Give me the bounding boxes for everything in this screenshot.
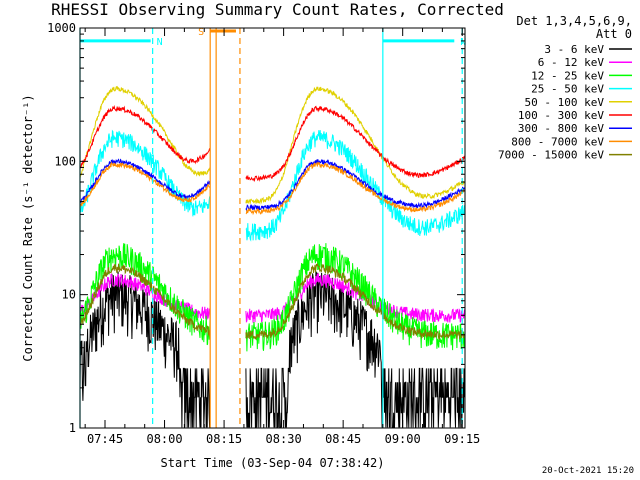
x-tick-label: 08:15 (206, 432, 242, 446)
series-line (79, 161, 211, 208)
detector-info-line-1: Det 1,3,4,5,6,9, (516, 14, 632, 28)
legend-label: 50 - 100 keV (525, 96, 605, 109)
plot-frame (79, 27, 466, 429)
y-tick-label: 1000 (47, 21, 76, 35)
x-tick-label: 09:15 (444, 432, 480, 446)
series-line (79, 263, 211, 338)
legend-label: 300 - 800 keV (518, 122, 604, 135)
x-axis-label: Start Time (03-Sep-04 07:38:42) (161, 456, 385, 470)
series-line (245, 161, 465, 216)
series-line (245, 105, 465, 183)
detector-info-line-2: Att 0 (595, 27, 632, 41)
series-line (79, 85, 211, 179)
series-line (79, 129, 211, 217)
series-line (245, 263, 465, 340)
generated-timestamp: 20-Oct-2021 15:20 (541, 466, 634, 476)
series-line (245, 130, 465, 242)
annotation-label: N (460, 37, 466, 48)
legend-label: 25 - 50 keV (531, 83, 604, 96)
series-line (79, 271, 211, 428)
series-line (245, 159, 465, 212)
legend-label: 100 - 300 keV (518, 109, 604, 122)
x-tick-label: 09:00 (385, 432, 421, 446)
legend-label: 6 - 12 keV (538, 56, 605, 69)
x-tick-label: 08:30 (266, 432, 302, 446)
annotation-label: S (198, 27, 204, 38)
y-axis-label: Corrected Count Rate (s⁻¹ detector⁻¹) (21, 94, 35, 361)
y-tick-label: 100 (54, 154, 76, 168)
series-line (79, 104, 211, 170)
legend-label: 12 - 25 keV (531, 69, 604, 82)
series-line (79, 158, 211, 204)
series-line (245, 86, 465, 205)
x-tick-label: 08:45 (325, 432, 361, 446)
y-tick-label: 10 (62, 288, 76, 302)
legend-label: 3 - 6 keV (544, 43, 604, 56)
x-tick-label: 07:45 (87, 432, 123, 446)
series-line (79, 243, 211, 346)
annotation-label: N (157, 37, 163, 48)
series-line (245, 270, 465, 428)
chart-title: RHESSI Observing Summary Count Rates, Co… (51, 0, 504, 19)
legend-label: 7000 - 15000 keV (498, 149, 604, 162)
y-tick-label: 1 (69, 421, 76, 435)
series-line (79, 273, 211, 321)
x-tick-label: 08:00 (146, 432, 182, 446)
legend-label: 800 - 7000 keV (511, 135, 604, 148)
